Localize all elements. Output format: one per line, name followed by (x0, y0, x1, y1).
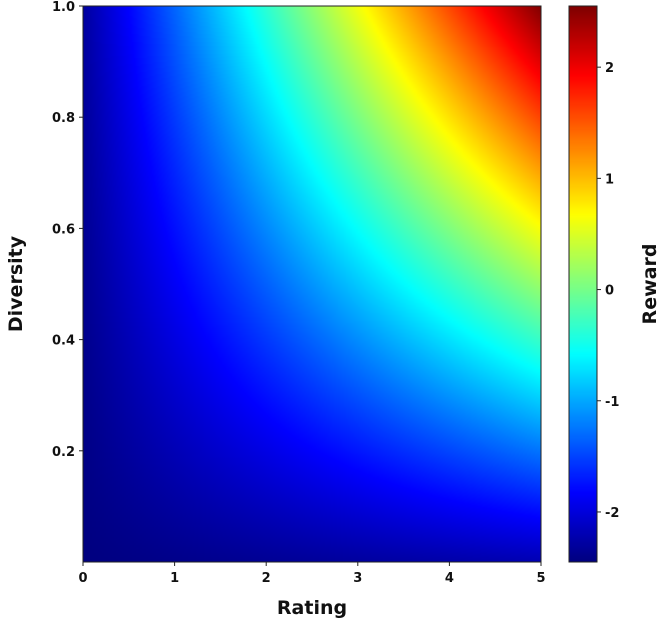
colorbar-label: Reward (639, 244, 661, 325)
x-tick-label: 5 (536, 571, 545, 586)
colorbar-tick-label: 1 (605, 172, 614, 187)
x-tick-label: 1 (170, 571, 179, 586)
y-tick-label: 1.0 (52, 0, 75, 15)
plot-frame (82, 5, 542, 563)
colorbar-tick-label: -2 (605, 506, 619, 521)
colorbar-ticks: -2 -1 0 1 2 (597, 61, 619, 521)
colorbar-tick-label: -1 (605, 395, 619, 410)
x-axis-label: Rating (277, 597, 347, 619)
y-tick-label: 0.6 (52, 222, 75, 237)
x-axis-ticks: 0 1 2 3 4 5 (78, 562, 546, 586)
y-axis-ticks: 0.2 0.4 0.6 0.8 1.0 (52, 0, 83, 460)
y-tick-label: 0.4 (52, 334, 75, 349)
y-axis-label: Diversity (5, 235, 27, 332)
x-tick-label: 0 (78, 571, 87, 586)
colorbar-frame (568, 5, 598, 563)
y-tick-label: 0.8 (52, 111, 75, 126)
colorbar-tick-label: 0 (605, 284, 614, 299)
colorbar-tick-label: 2 (605, 61, 614, 76)
colorbar-gradient (569, 6, 597, 562)
x-tick-label: 4 (445, 571, 454, 586)
x-tick-label: 2 (262, 571, 271, 586)
heatmap-plot-area (83, 6, 541, 562)
y-tick-label: 0.2 (52, 445, 75, 460)
x-tick-label: 3 (353, 571, 362, 586)
